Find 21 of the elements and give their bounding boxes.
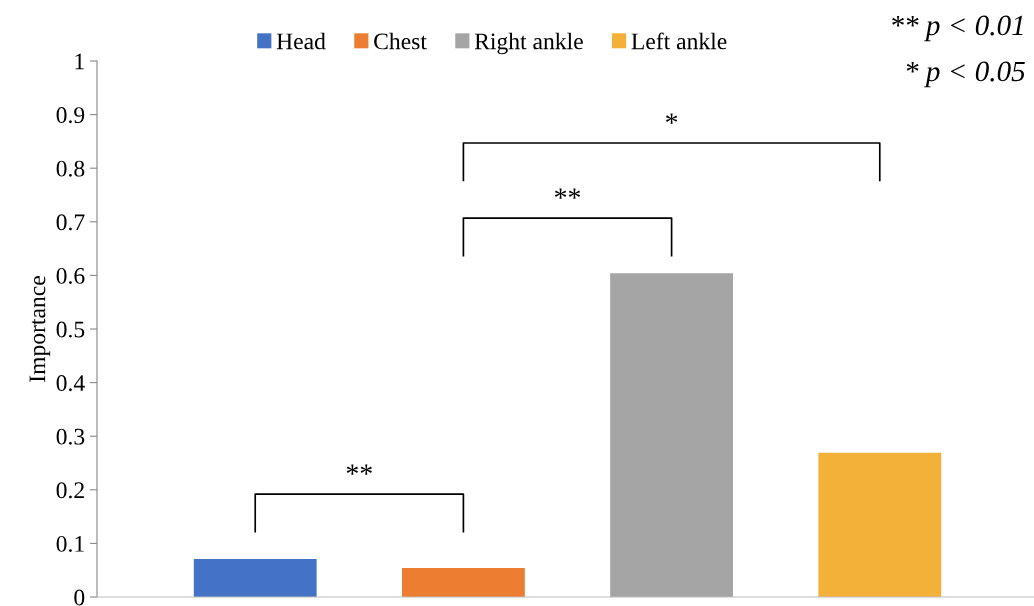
legend-label: Right ankle — [474, 32, 583, 55]
y-tick-label: 0.3 — [56, 428, 85, 445]
y-tick-label: 0.2 — [56, 482, 84, 499]
y-tick-label: 0 — [74, 589, 85, 606]
annotation: * p < 0.05 — [906, 61, 1025, 88]
annotation: ** — [554, 188, 581, 199]
legend-label: Left ankle — [631, 32, 727, 50]
y-tick-label: 0.6 — [56, 267, 85, 284]
legend-label: Head — [276, 32, 326, 50]
y-tick-label: 0.5 — [56, 321, 85, 338]
annotation: ** — [346, 464, 372, 475]
y-axis-title: Importance — [29, 276, 51, 382]
y-tick-label: 0.4 — [56, 375, 85, 392]
text: ** p < 0.01 — [892, 15, 1023, 42]
y-tick-label: 0.7 — [56, 214, 85, 231]
annotation: * — [666, 113, 678, 124]
y-tick-label: 0.9 — [56, 107, 85, 124]
legend-label: Chest — [374, 32, 427, 50]
y-tick-label: 0.8 — [56, 160, 85, 177]
y-tick-label: 1 — [75, 53, 84, 70]
y-tick-label: 0.1 — [56, 535, 84, 552]
